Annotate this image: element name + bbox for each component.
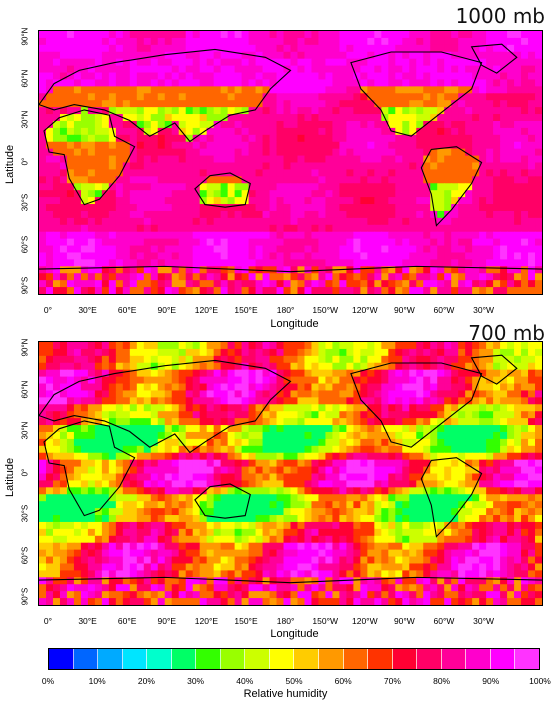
humidity-map-1000 bbox=[38, 30, 543, 295]
x-tick-label: 120°W bbox=[351, 305, 378, 315]
colorbar-segment bbox=[49, 649, 74, 669]
colorbar-segment bbox=[245, 649, 270, 669]
x-tick-label: 30°W bbox=[473, 305, 495, 315]
x-tick-label: 120°E bbox=[194, 305, 219, 315]
coastline bbox=[470, 354, 518, 385]
x-tick-label: 120°E bbox=[194, 616, 219, 626]
colorbar-segment bbox=[122, 649, 148, 669]
colorbar-segment bbox=[368, 649, 393, 669]
colorbar-tick-label: 30% bbox=[187, 676, 205, 686]
colorbar-tick-label: 40% bbox=[236, 676, 254, 686]
coastline bbox=[350, 362, 483, 448]
x-tick-label: 120°W bbox=[351, 616, 378, 626]
y-tick-label: 90°S bbox=[20, 276, 30, 295]
x-axis-label: Longitude bbox=[270, 628, 319, 640]
y-axis-label: Latitude bbox=[4, 144, 16, 184]
colorbar-segment bbox=[294, 649, 320, 669]
y-tick-label: 90°S bbox=[20, 587, 30, 606]
colorbar-segment bbox=[220, 649, 246, 669]
y-axis-label: Latitude bbox=[4, 457, 16, 497]
x-tick-label: 180° bbox=[276, 305, 295, 315]
x-tick-label: 90°W bbox=[393, 616, 415, 626]
colorbar-segment bbox=[441, 649, 467, 669]
colorbar-segment bbox=[171, 649, 197, 669]
coastline bbox=[43, 420, 136, 517]
y-tick-label: 60°S bbox=[20, 546, 30, 564]
colorbar-tick-label: 90% bbox=[482, 676, 500, 686]
coastline bbox=[43, 109, 136, 206]
x-tick-label: 150°W bbox=[312, 305, 338, 315]
x-tick-label: 150°W bbox=[312, 616, 338, 626]
humidity-map-700 bbox=[38, 341, 543, 606]
colorbar-tick-label: 80% bbox=[433, 676, 451, 686]
coastline bbox=[39, 359, 292, 454]
x-tick-label: 150°E bbox=[234, 305, 258, 315]
coastline bbox=[194, 172, 251, 208]
x-tick-label: 90°W bbox=[393, 305, 415, 315]
colorbar-segment bbox=[319, 649, 344, 669]
colorbar-segment bbox=[417, 649, 442, 669]
colorbar bbox=[48, 648, 540, 670]
y-tick-label: 90°N bbox=[20, 338, 30, 357]
x-tick-label: 60°E bbox=[117, 616, 137, 626]
coastline bbox=[39, 265, 542, 273]
y-tick-label: 30°S bbox=[20, 504, 30, 523]
coastline bbox=[470, 43, 518, 74]
colorbar-tick-label: 70% bbox=[383, 676, 401, 686]
colorbar-segment bbox=[515, 649, 539, 669]
y-tick-label: 90°N bbox=[20, 27, 30, 46]
colorbar-segment bbox=[196, 649, 221, 669]
y-tick-label: 0° bbox=[20, 157, 30, 165]
x-tick-label: 90°E bbox=[157, 305, 177, 315]
map-canvas bbox=[39, 342, 542, 605]
colorbar-tick-label: 50% bbox=[285, 676, 303, 686]
colorbar-segment bbox=[73, 649, 99, 669]
level-label: 1000 mb bbox=[455, 4, 545, 28]
x-tick-label: 150°E bbox=[234, 616, 258, 626]
colorbar-segment bbox=[343, 649, 369, 669]
colorbar-tick-label: 100% bbox=[529, 676, 551, 686]
x-tick-label: 60°E bbox=[117, 305, 137, 315]
x-tick-label: 0° bbox=[43, 305, 53, 315]
x-tick-label: 0° bbox=[43, 616, 53, 626]
x-tick-label: 90°E bbox=[157, 616, 177, 626]
x-axis-label: Longitude bbox=[270, 318, 319, 330]
map-canvas bbox=[39, 31, 542, 294]
coastline bbox=[39, 576, 542, 584]
y-tick-label: 30°S bbox=[20, 193, 30, 212]
x-tick-label: 30°W bbox=[473, 616, 495, 626]
x-tick-label: 30°E bbox=[78, 305, 97, 315]
colorbar-segment bbox=[269, 649, 295, 669]
y-tick-label: 0° bbox=[20, 468, 30, 476]
y-tick-label: 60°S bbox=[20, 235, 30, 253]
y-tick-label: 60°N bbox=[20, 69, 30, 87]
colorbar-tick-label: 0% bbox=[41, 676, 55, 686]
x-tick-label: 60°W bbox=[433, 616, 455, 626]
x-tick-label: 60°W bbox=[433, 305, 455, 315]
coastline bbox=[194, 483, 251, 519]
colorbar-tick-label: 60% bbox=[334, 676, 352, 686]
x-tick-label: 30°E bbox=[78, 616, 97, 626]
colorbar-segment bbox=[466, 649, 491, 669]
y-tick-label: 60°N bbox=[20, 380, 30, 398]
y-tick-label: 30°N bbox=[20, 421, 30, 440]
colorbar-tick-label: 20% bbox=[137, 676, 155, 686]
coastline bbox=[420, 457, 483, 538]
colorbar-tick-label: 10% bbox=[88, 676, 106, 686]
coastline bbox=[39, 48, 292, 143]
colorbar-segment bbox=[98, 649, 123, 669]
y-tick-label: 30°N bbox=[20, 110, 30, 129]
coastline bbox=[350, 51, 483, 137]
colorbar-segment bbox=[147, 649, 172, 669]
colorbar-segment bbox=[392, 649, 418, 669]
colorbar-label: Relative humidity bbox=[243, 688, 328, 700]
x-tick-label: 180° bbox=[276, 616, 295, 626]
colorbar-segment bbox=[490, 649, 516, 669]
coastline bbox=[420, 146, 483, 227]
